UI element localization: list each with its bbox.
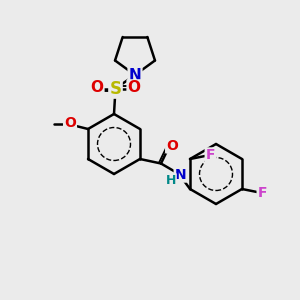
Text: H: H xyxy=(165,174,176,187)
Text: O: O xyxy=(90,80,104,95)
Text: O: O xyxy=(64,116,76,130)
Text: O: O xyxy=(128,80,141,95)
Text: N: N xyxy=(129,68,141,82)
Text: O: O xyxy=(166,139,178,152)
Text: F: F xyxy=(206,148,215,162)
Text: S: S xyxy=(110,80,122,98)
Text: F: F xyxy=(258,186,267,200)
Text: N: N xyxy=(175,168,186,182)
